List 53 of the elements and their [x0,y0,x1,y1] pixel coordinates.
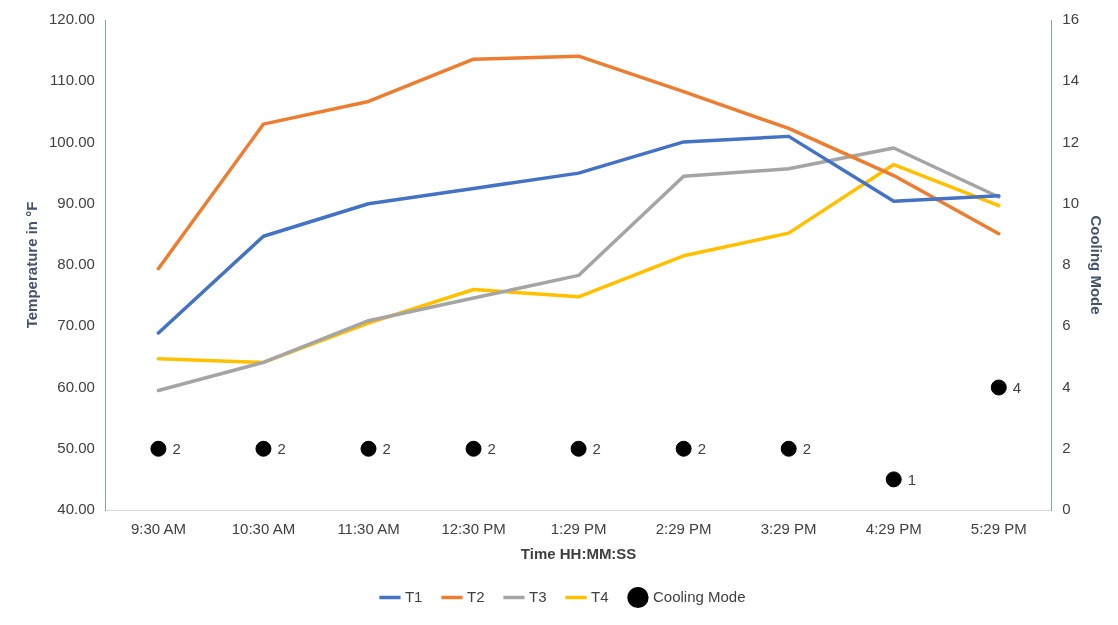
x-tick-label: 10:30 AM [231,520,296,538]
legend-label: T1 [404,587,423,605]
data-label: 2 [487,439,496,457]
y2-tick-label: 0 [1062,500,1071,518]
point [465,440,482,457]
point [150,440,167,457]
y-tick-label: 100.00 [48,132,95,150]
point [885,471,902,488]
point [360,440,377,457]
x-tick-label: 3:29 PM [760,520,817,538]
x-tick-label: 11:30 AM [337,520,400,538]
point [780,440,797,457]
data-label: 2 [277,439,286,457]
y2-tick-label: 16 [1062,10,1079,28]
y-tick-label: 110.00 [50,71,95,89]
y-tick-label: 120.00 [48,10,95,28]
data-label: 2 [802,439,812,457]
data-label: 2 [172,439,181,457]
x-tick-label: 12:30 PM [441,520,506,538]
point [675,440,692,457]
legend-label: Cooling Mode [652,587,746,605]
data-label: 2 [697,439,706,457]
y2-tick-label: 12 [1062,132,1079,150]
x-tick-label: 2:29 PM [655,520,712,538]
legend-label: T2 [466,587,485,605]
y2-tick-label: 6 [1062,316,1071,334]
y-tick-label: 80.00 [57,255,95,273]
point [570,440,587,457]
y2-tick-label: 10 [1062,193,1079,211]
y2-tick-label: 8 [1062,255,1071,273]
data-label: 2 [382,439,391,457]
y2-tick-label: 4 [1062,377,1071,395]
data-label: 4 [1012,378,1022,396]
data-label: 1 [907,470,917,488]
legend-label: T4 [590,587,609,605]
y-tick-label: 90.00 [57,193,95,211]
x-tick-label: 1:29 PM [550,520,607,538]
y-tick-label: 60.00 [57,377,95,395]
y-tick-label: 40.00 [57,500,95,518]
x-axis-title: Time HH:MM:SS [520,545,637,563]
y-tick-label: 70.00 [57,316,95,334]
point [990,379,1007,396]
y2-axis-title: Cooling Mode [1087,215,1105,315]
data-label: 2 [592,439,601,457]
point [255,440,272,457]
legend-label: T3 [528,587,547,605]
y2-tick-label: 14 [1062,71,1079,89]
y2-tick-label: 2 [1062,438,1071,456]
x-tick-label: 9:30 AM [130,520,186,538]
x-tick-label: 5:29 PM [970,520,1027,538]
y-tick-label: 50.00 [57,438,95,456]
x-tick-label: 4:29 PM [865,520,922,538]
y-axis-title: Temperature in °F [23,201,41,329]
